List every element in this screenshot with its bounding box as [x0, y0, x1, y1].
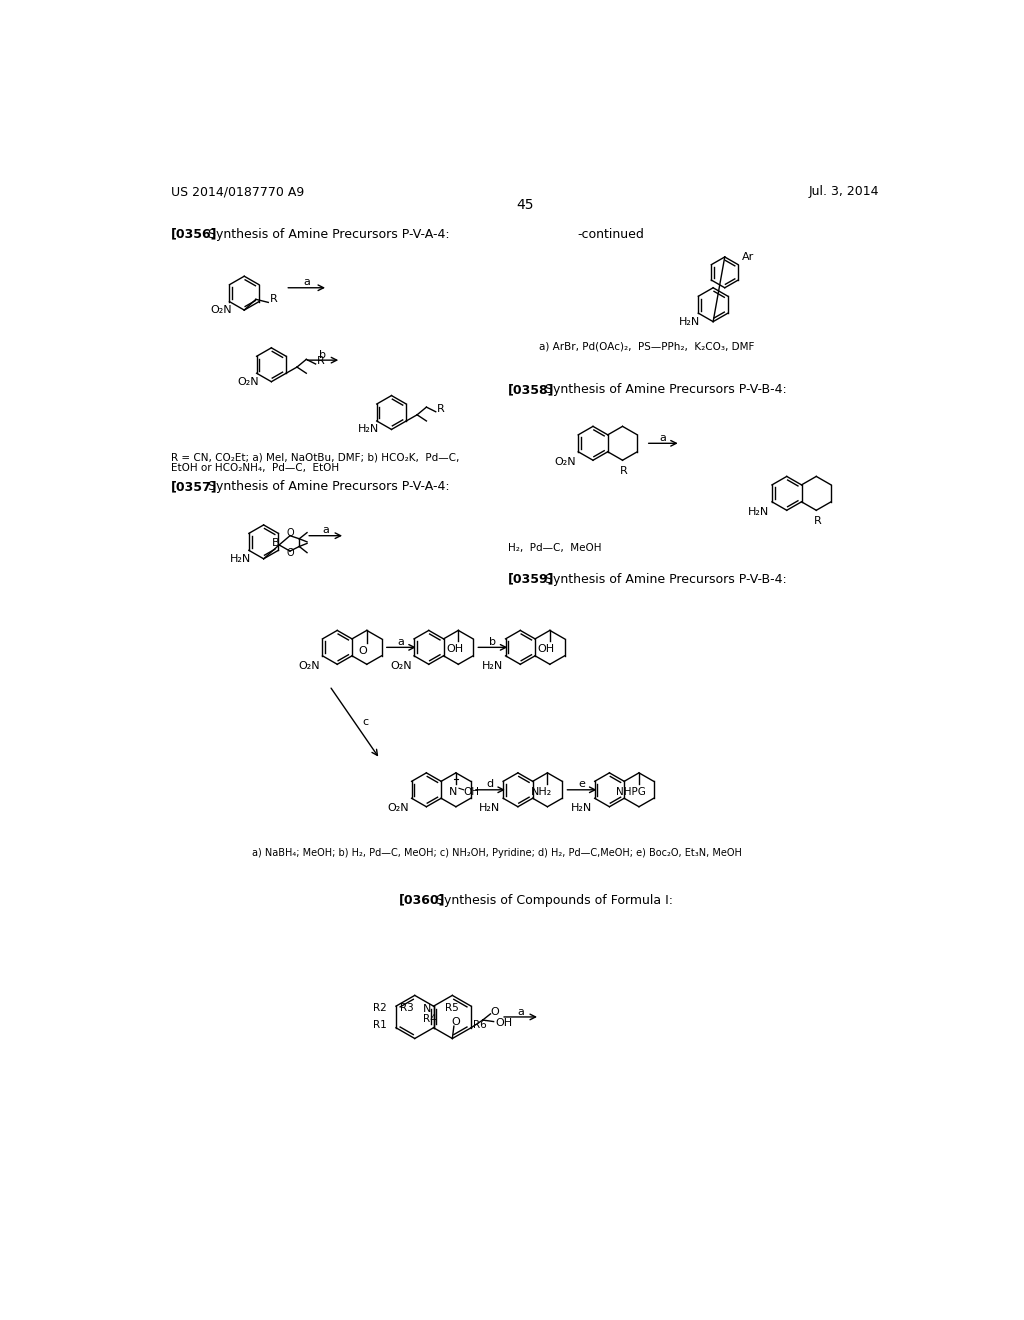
Text: N: N	[423, 1005, 431, 1014]
Text: [0360]: [0360]	[399, 894, 445, 907]
Text: [0358]: [0358]	[508, 383, 554, 396]
Text: R: R	[437, 404, 445, 413]
Text: O: O	[286, 528, 294, 539]
Text: e: e	[579, 779, 586, 789]
Text: Synthesis of Compounds of Formula I:: Synthesis of Compounds of Formula I:	[436, 894, 674, 907]
Text: a) NaBH₄; MeOH; b) H₂, Pd—C, MeOH; c) NH₂OH, Pyridine; d) H₂, Pd—C,MeOH; e) Boc₂: a) NaBH₄; MeOH; b) H₂, Pd—C, MeOH; c) NH…	[252, 849, 741, 858]
Text: H₂,  Pd—C,  MeOH: H₂, Pd—C, MeOH	[508, 544, 601, 553]
Text: R: R	[270, 293, 278, 304]
Text: R: R	[317, 356, 325, 366]
Text: R: R	[621, 466, 628, 477]
Text: R = CN, CO₂Et; a) MeI, NaOtBu, DMF; b) HCO₂K,  Pd—C,: R = CN, CO₂Et; a) MeI, NaOtBu, DMF; b) H…	[171, 453, 459, 462]
Text: N: N	[449, 787, 457, 797]
Text: O₂N: O₂N	[238, 376, 259, 387]
Text: R4: R4	[423, 1014, 436, 1024]
Text: Synthesis of Amine Precursors P-V-A-4:: Synthesis of Amine Precursors P-V-A-4:	[208, 480, 450, 494]
Text: OH: OH	[445, 644, 463, 655]
Text: OH: OH	[538, 644, 555, 655]
Text: [0359]: [0359]	[508, 573, 554, 586]
Text: NH₂: NH₂	[530, 787, 552, 797]
Text: H₂N: H₂N	[357, 425, 379, 434]
Text: H₂N: H₂N	[229, 554, 251, 564]
Text: a) ArBr, Pd(OAc)₂,  PS—PPh₂,  K₂CO₃, DMF: a) ArBr, Pd(OAc)₂, PS—PPh₂, K₂CO₃, DMF	[539, 342, 754, 351]
Text: R2: R2	[373, 1003, 387, 1012]
Text: EtOH or HCO₂NH₄,  Pd—C,  EtOH: EtOH or HCO₂NH₄, Pd—C, EtOH	[171, 463, 339, 474]
Text: -continued: -continued	[578, 227, 644, 240]
Text: b: b	[319, 350, 327, 360]
Text: OH: OH	[464, 787, 479, 797]
Text: H₂N: H₂N	[679, 317, 700, 326]
Text: d: d	[486, 779, 494, 789]
Text: OH: OH	[496, 1018, 512, 1028]
Text: O: O	[451, 1016, 460, 1027]
Text: R3: R3	[400, 1003, 414, 1012]
Text: [0357]: [0357]	[171, 480, 217, 494]
Text: R: R	[814, 516, 821, 527]
Text: Synthesis of Amine Precursors P-V-B-4:: Synthesis of Amine Precursors P-V-B-4:	[545, 573, 786, 586]
Text: O₂N: O₂N	[554, 457, 575, 467]
Text: Jul. 3, 2014: Jul. 3, 2014	[809, 185, 879, 198]
Text: H₂N: H₂N	[570, 804, 592, 813]
Text: c: c	[362, 718, 369, 727]
Text: a: a	[659, 433, 667, 444]
Text: NHPG: NHPG	[616, 787, 646, 797]
Text: a: a	[398, 638, 404, 647]
Text: H₂N: H₂N	[481, 661, 503, 671]
Text: US 2014/0187770 A9: US 2014/0187770 A9	[171, 185, 304, 198]
Text: H₂N: H₂N	[748, 507, 769, 517]
Text: O₂N: O₂N	[390, 661, 412, 671]
Text: a: a	[323, 525, 329, 536]
Text: O: O	[490, 1007, 500, 1018]
Text: O₂N: O₂N	[299, 661, 321, 671]
Text: O₂N: O₂N	[210, 305, 231, 315]
Text: O₂N: O₂N	[388, 804, 410, 813]
Text: R1: R1	[373, 1019, 387, 1030]
Text: Synthesis of Amine Precursors P-V-B-4:: Synthesis of Amine Precursors P-V-B-4:	[545, 383, 786, 396]
Text: b: b	[489, 638, 497, 647]
Text: Synthesis of Amine Precursors P-V-A-4:: Synthesis of Amine Precursors P-V-A-4:	[208, 227, 450, 240]
Text: R5: R5	[445, 1003, 459, 1012]
Text: Ar: Ar	[741, 252, 754, 261]
Text: a: a	[517, 1007, 524, 1016]
Text: H₂N: H₂N	[479, 804, 501, 813]
Text: [0356]: [0356]	[171, 227, 217, 240]
Text: 45: 45	[516, 198, 534, 213]
Text: O: O	[286, 548, 294, 558]
Text: R6: R6	[473, 1019, 486, 1030]
Text: B: B	[272, 539, 280, 548]
Text: O: O	[358, 645, 368, 656]
Text: a: a	[303, 277, 310, 288]
